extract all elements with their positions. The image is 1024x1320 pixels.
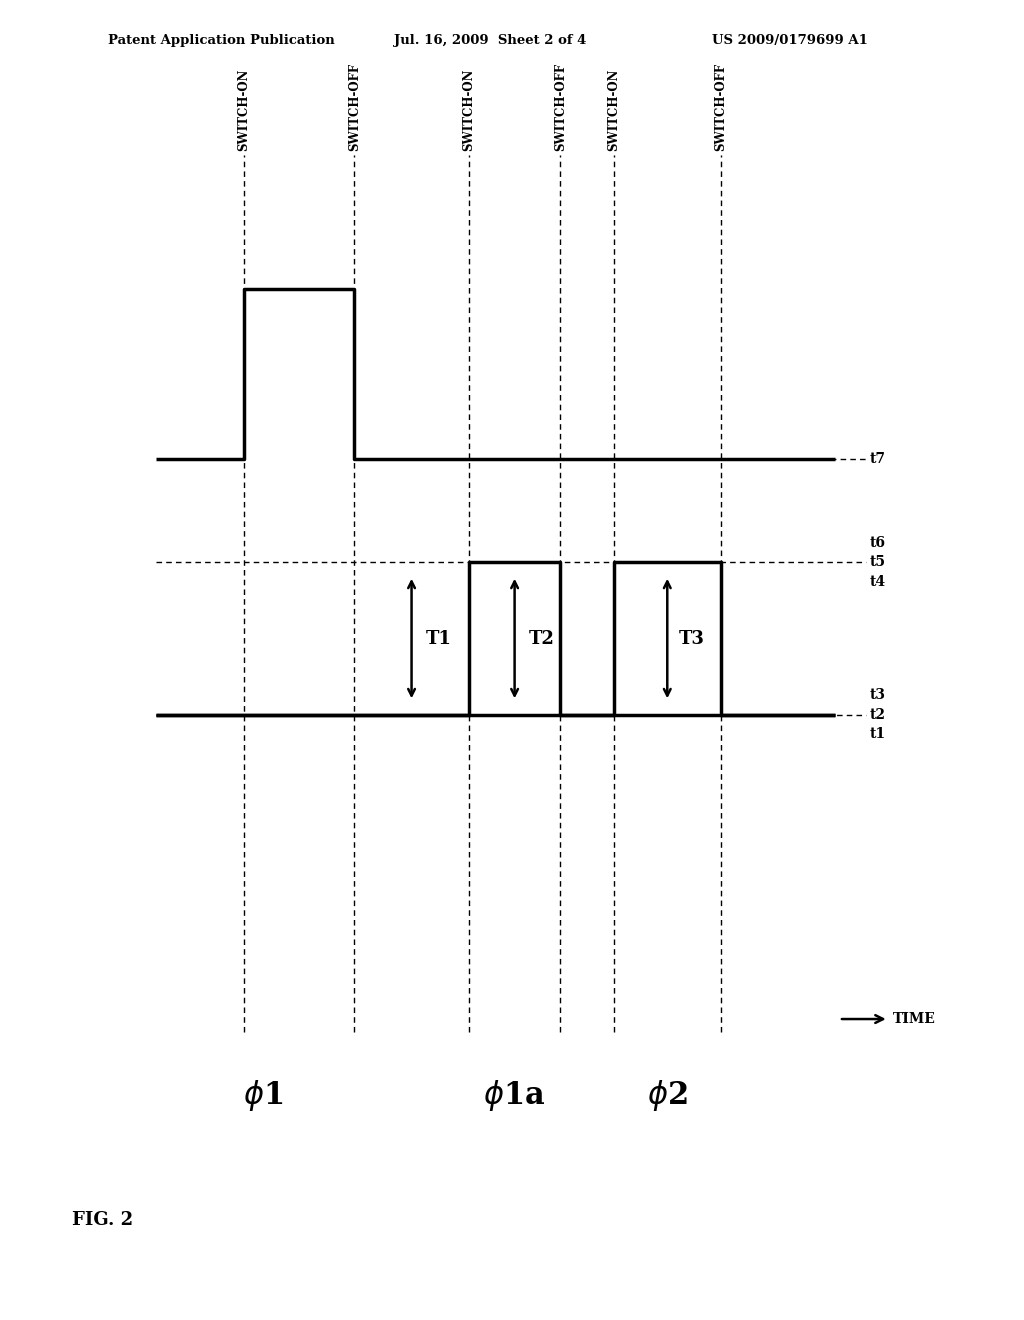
- Text: t7: t7: [869, 453, 886, 466]
- Text: $\phi$2: $\phi$2: [647, 1077, 687, 1113]
- Text: SWITCH-ON: SWITCH-ON: [462, 69, 475, 150]
- Text: t3: t3: [869, 688, 886, 702]
- Text: t2: t2: [869, 708, 886, 722]
- Text: t5: t5: [869, 556, 886, 569]
- Text: t4: t4: [869, 576, 886, 589]
- Text: $\phi$1a: $\phi$1a: [483, 1077, 546, 1113]
- Text: SWITCH-ON: SWITCH-ON: [607, 69, 621, 150]
- Text: T3: T3: [679, 630, 705, 648]
- Text: SWITCH-OFF: SWITCH-OFF: [554, 62, 567, 150]
- Text: SWITCH-ON: SWITCH-ON: [238, 69, 250, 150]
- Text: T2: T2: [528, 630, 554, 648]
- Text: SWITCH-OFF: SWITCH-OFF: [714, 62, 727, 150]
- Text: t6: t6: [869, 536, 886, 549]
- Text: TIME: TIME: [893, 1012, 935, 1026]
- Text: T1: T1: [425, 630, 452, 648]
- Text: US 2009/0179699 A1: US 2009/0179699 A1: [712, 34, 867, 48]
- Text: Patent Application Publication: Patent Application Publication: [108, 34, 334, 48]
- Text: $\phi$1: $\phi$1: [243, 1077, 283, 1113]
- Text: SWITCH-OFF: SWITCH-OFF: [348, 62, 360, 150]
- Text: Jul. 16, 2009  Sheet 2 of 4: Jul. 16, 2009 Sheet 2 of 4: [394, 34, 587, 48]
- Text: FIG. 2: FIG. 2: [72, 1210, 133, 1229]
- Text: t1: t1: [869, 727, 886, 742]
